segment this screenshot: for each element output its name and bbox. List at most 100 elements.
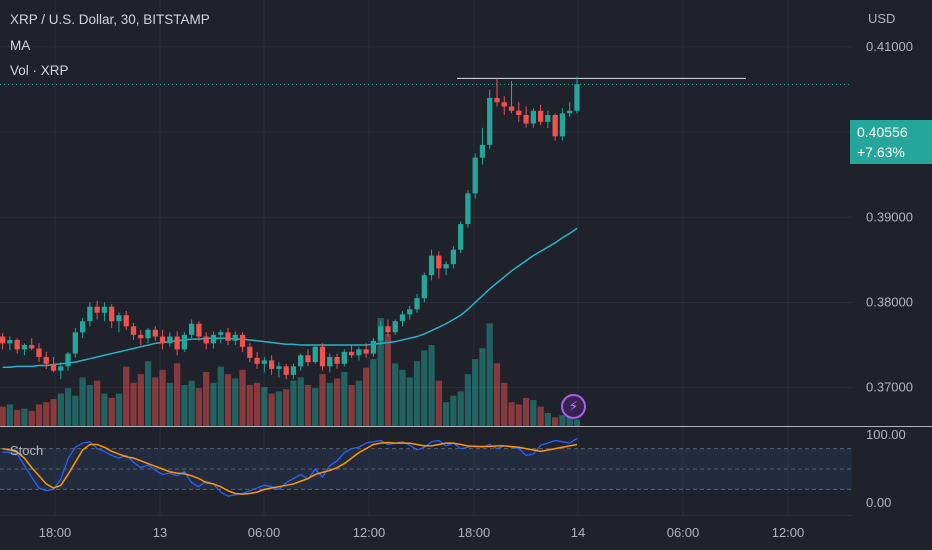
candle-body	[65, 353, 71, 367]
candle-body	[21, 345, 28, 350]
time-tick-label: 12:00	[772, 525, 805, 540]
candle-body	[414, 298, 420, 310]
candle-body	[341, 351, 347, 364]
volume-bar	[173, 363, 181, 426]
candle-body	[116, 315, 122, 322]
volume-bar	[333, 378, 341, 426]
volume-bar	[246, 384, 253, 426]
volume-bar	[312, 388, 319, 426]
time-tick-label: 12:00	[353, 525, 386, 540]
volume-bar	[486, 323, 493, 426]
candle-body	[174, 336, 180, 350]
volume-bar	[493, 363, 501, 426]
candle-body	[392, 321, 398, 333]
candle-body	[363, 349, 369, 354]
volume-bar	[384, 334, 392, 426]
candle-body	[559, 113, 566, 137]
volume-bar	[413, 361, 421, 426]
volume-bar	[28, 410, 35, 426]
time-tick-label: 14	[571, 525, 585, 540]
candle-body	[218, 332, 224, 335]
candle-body	[385, 326, 391, 333]
volume-bar	[14, 409, 21, 426]
candle-body	[159, 336, 166, 344]
candle-body	[407, 309, 413, 315]
candle-body	[189, 323, 195, 335]
candle-body	[458, 224, 464, 250]
candle-body	[319, 346, 326, 367]
volume-bar	[501, 382, 508, 426]
candle-body	[138, 334, 144, 339]
candle-body	[254, 357, 260, 364]
candle-body	[370, 340, 377, 354]
volume-bar	[530, 400, 537, 426]
volume-bar	[0, 406, 6, 426]
volume-bar	[275, 391, 283, 426]
volume-bar	[224, 374, 232, 426]
volume-bar	[297, 377, 304, 426]
last-price-change: +7.63%	[857, 144, 905, 160]
candle-body	[436, 255, 442, 269]
volume-indicator-label[interactable]: Vol · XRP	[10, 63, 69, 78]
volume-bar	[326, 382, 333, 426]
volume-bar	[43, 402, 50, 426]
volume-bar	[399, 369, 406, 426]
volume-bar	[253, 382, 261, 426]
volume-bar	[268, 393, 275, 426]
price-tick-label: 0.37000	[866, 380, 913, 395]
candle-body	[87, 306, 93, 322]
candle-body	[36, 348, 42, 357]
candle-body	[552, 115, 558, 137]
volume-bar	[152, 377, 159, 426]
lightning-icon[interactable]: ⚡	[561, 394, 586, 419]
volume-bar	[64, 388, 72, 426]
volume-bar	[341, 372, 348, 426]
volume-bar	[261, 387, 268, 426]
volume-bar	[232, 378, 239, 426]
volume-bar	[79, 377, 86, 426]
volume-bar	[195, 388, 203, 426]
candle-body	[79, 321, 86, 333]
candle-body	[450, 249, 457, 265]
volume-bar	[166, 382, 173, 426]
candle-body	[58, 366, 64, 371]
volume-bar	[363, 367, 370, 426]
candle-body	[152, 329, 158, 337]
time-tick-label: 18:00	[39, 525, 72, 540]
candle-body	[109, 306, 115, 322]
price-tick-label: 0.38000	[866, 294, 913, 309]
candle-body	[567, 110, 573, 114]
price-tick-label: 0.41000	[866, 39, 913, 54]
volume-bar	[57, 393, 64, 426]
volume-bar	[290, 380, 297, 426]
volume-bar	[50, 399, 57, 426]
volume-bar	[464, 374, 472, 426]
time-tick-label: 13	[153, 525, 167, 540]
candle-body	[123, 315, 129, 327]
candle-body	[196, 323, 202, 337]
stoch-d-line	[2, 441, 578, 495]
symbol-title[interactable]: XRP / U.S. Dollar, 30, BITSTAMP	[10, 12, 210, 27]
stoch-tick-label: 100.00	[866, 427, 906, 442]
ma-indicator-label[interactable]: MA	[10, 38, 31, 53]
price-tick-label: 0.39000	[866, 209, 913, 224]
volume-bar	[508, 402, 515, 426]
volume-bar	[457, 391, 464, 426]
volume-bar	[522, 397, 530, 426]
candle-body	[167, 336, 173, 344]
volume-bar	[130, 382, 137, 426]
candle-body	[487, 97, 493, 145]
volume-bar	[137, 374, 144, 426]
volume-bar	[108, 397, 115, 426]
candle-body	[501, 102, 507, 107]
candle-body	[94, 306, 100, 313]
candle-body	[14, 339, 20, 350]
volume-bar	[559, 415, 566, 426]
volume-bar	[210, 382, 217, 426]
volume-bar	[239, 369, 246, 426]
volume-bar	[392, 363, 399, 426]
candle-body	[537, 110, 544, 122]
stoch-indicator-label[interactable]: Stoch	[10, 443, 43, 458]
